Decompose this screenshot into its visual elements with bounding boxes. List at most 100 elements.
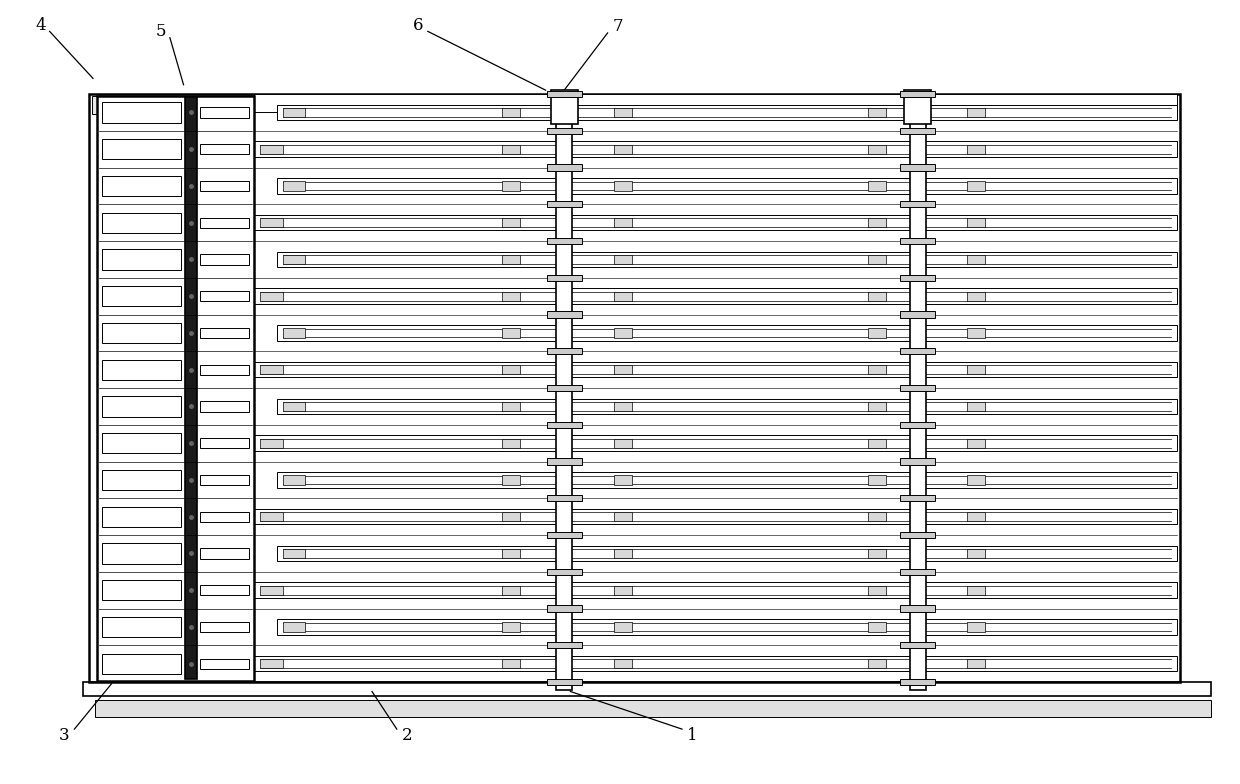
Bar xyxy=(967,144,985,154)
Bar xyxy=(200,107,249,118)
Bar xyxy=(547,348,582,354)
Bar xyxy=(260,365,283,374)
Bar xyxy=(277,325,1177,341)
Bar xyxy=(910,94,925,690)
Bar xyxy=(283,255,305,264)
Bar xyxy=(967,181,985,191)
Bar xyxy=(900,385,935,391)
Bar xyxy=(200,181,249,191)
Bar xyxy=(277,472,1177,488)
Bar xyxy=(102,397,181,416)
Bar xyxy=(200,365,249,375)
Text: 3: 3 xyxy=(60,727,69,744)
Bar xyxy=(614,512,631,521)
Bar xyxy=(200,585,249,595)
Bar xyxy=(102,617,181,637)
Bar xyxy=(502,475,520,485)
Bar xyxy=(547,385,582,391)
Bar xyxy=(502,328,520,338)
Bar xyxy=(614,292,631,301)
Bar xyxy=(900,128,935,134)
Bar xyxy=(614,108,631,117)
Bar xyxy=(868,292,885,301)
Bar xyxy=(283,622,305,632)
Bar xyxy=(614,218,631,227)
Bar xyxy=(868,181,885,191)
Bar xyxy=(260,438,283,448)
Bar xyxy=(967,328,985,338)
Bar xyxy=(254,435,1177,451)
Bar xyxy=(868,108,885,117)
Bar xyxy=(502,144,520,154)
Bar xyxy=(900,568,935,575)
Bar xyxy=(260,659,283,668)
Bar xyxy=(502,108,520,117)
Bar xyxy=(900,348,935,354)
Bar xyxy=(283,328,305,338)
Bar xyxy=(900,605,935,612)
Bar xyxy=(502,549,520,558)
Bar xyxy=(502,512,520,521)
Bar xyxy=(102,360,181,379)
Bar xyxy=(200,217,249,228)
Bar xyxy=(868,512,885,521)
Bar xyxy=(967,255,985,264)
Bar xyxy=(614,438,631,448)
Bar xyxy=(254,509,1177,524)
Text: 6: 6 xyxy=(413,16,423,34)
Text: 7: 7 xyxy=(613,18,622,35)
Bar xyxy=(547,532,582,539)
Bar xyxy=(868,549,885,558)
Text: 2: 2 xyxy=(402,727,412,744)
Bar xyxy=(868,586,885,595)
Bar xyxy=(900,201,935,208)
Bar xyxy=(200,438,249,448)
Bar xyxy=(89,94,1180,682)
Bar xyxy=(502,402,520,411)
Bar xyxy=(254,215,1177,230)
Bar xyxy=(200,144,249,154)
Bar xyxy=(200,475,249,485)
Bar xyxy=(102,139,181,159)
Bar xyxy=(868,328,885,338)
Bar xyxy=(868,365,885,374)
Bar xyxy=(614,549,631,558)
Bar xyxy=(283,108,305,117)
Bar xyxy=(967,475,985,485)
Bar xyxy=(200,548,249,559)
Bar xyxy=(185,97,197,679)
Bar xyxy=(200,328,249,338)
Bar xyxy=(502,255,520,264)
Bar xyxy=(967,659,985,668)
Bar xyxy=(900,422,935,428)
Bar xyxy=(260,218,283,227)
Bar xyxy=(967,218,985,227)
Bar xyxy=(102,103,181,122)
Bar xyxy=(200,291,249,301)
Bar xyxy=(967,108,985,117)
Bar xyxy=(900,274,935,281)
Bar xyxy=(277,178,1177,194)
Bar xyxy=(200,401,249,412)
Bar xyxy=(614,365,631,374)
Bar xyxy=(547,642,582,648)
Bar xyxy=(102,323,181,343)
Bar xyxy=(102,286,181,307)
Bar xyxy=(614,475,631,485)
Bar xyxy=(254,362,1177,377)
Bar xyxy=(868,659,885,668)
Bar xyxy=(260,292,283,301)
Bar xyxy=(900,532,935,539)
Bar xyxy=(502,586,520,595)
Bar xyxy=(502,438,520,448)
Bar xyxy=(967,622,985,632)
Bar xyxy=(254,289,1177,304)
Bar xyxy=(260,144,283,154)
Bar xyxy=(614,402,631,411)
Bar xyxy=(277,105,1177,120)
Bar xyxy=(277,399,1177,414)
Bar xyxy=(254,656,1177,671)
Bar xyxy=(614,328,631,338)
Bar xyxy=(547,274,582,281)
Bar xyxy=(102,433,181,453)
